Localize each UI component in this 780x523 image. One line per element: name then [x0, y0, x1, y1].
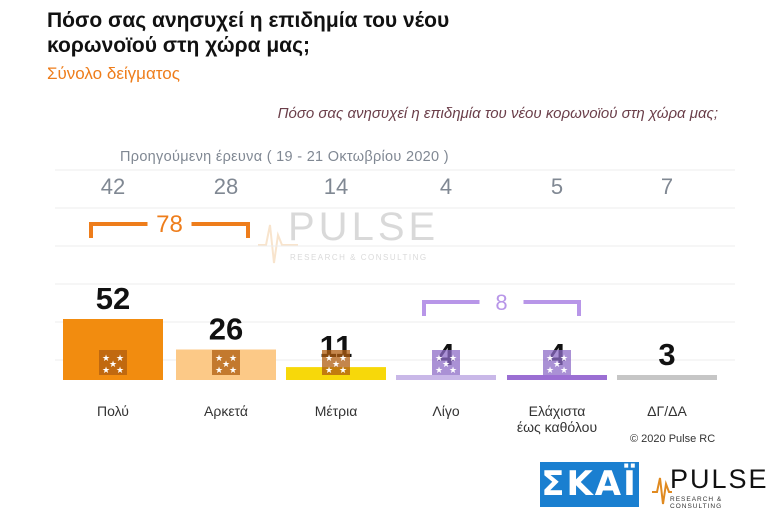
category-label-elaxista: έως καθόλου: [517, 419, 597, 435]
star-icon: ★: [553, 360, 561, 370]
category-label-metria: Μέτρια: [315, 403, 358, 419]
page-title: Πόσο σας ανησυχεί η επιδημία του νέου κο…: [47, 9, 450, 57]
star-icon: ★: [339, 366, 347, 376]
star-icon: ★: [546, 366, 554, 376]
star-badge-icon: [99, 350, 127, 375]
category-label-elaxista: Ελάχιστα: [529, 403, 586, 419]
previous-value-polu: 42: [101, 174, 125, 199]
group-bracket: [422, 300, 581, 316]
star-icon: ★: [222, 360, 230, 370]
previous-value-elaxista: 5: [551, 174, 563, 199]
bar-elaxista: [507, 375, 607, 380]
star-icon: ★: [325, 354, 333, 364]
copyright-text: © 2020 Pulse RC: [630, 433, 716, 445]
group-bracket: [89, 222, 250, 238]
star-icon: ★: [215, 354, 223, 364]
previous-value-arketa: 28: [214, 174, 238, 199]
previous-value-ligo: 4: [440, 174, 452, 199]
chart-question: Πόσο σας ανησυχεί η επιδημία του νέου κο…: [277, 105, 718, 122]
star-icon: ★: [449, 366, 457, 376]
star-icon: ★: [102, 366, 110, 376]
star-icon: ★: [332, 360, 340, 370]
star-icon: ★: [325, 366, 333, 376]
previous-survey-label: Προηγούμενη έρευνα ( 19 - 21 Οκτωβρίου 2…: [120, 149, 449, 165]
star-icon: ★: [546, 354, 554, 364]
star-badge-icon: [543, 350, 571, 375]
previous-value-dg-da: 7: [661, 174, 673, 199]
pulse-logo: PULSE RESEARCH & CONSULTING: [652, 464, 767, 510]
star-icon: ★: [560, 354, 568, 364]
category-label-arketa: Αρκετά: [204, 403, 248, 419]
pulse-watermark: PULSE RESEARCH & CONSULTING: [258, 205, 458, 275]
star-icon: ★: [435, 354, 443, 364]
star-badge-icon: [432, 350, 460, 375]
star-icon: ★: [442, 360, 450, 370]
star-icon: ★: [435, 366, 443, 376]
bar-ligo: [396, 375, 496, 380]
pulse-logo-word: PULSE: [670, 464, 769, 494]
group-total-label: 8: [495, 290, 507, 315]
value-label-arketa: 26: [209, 312, 243, 347]
bar-dg-da: [617, 375, 717, 380]
star-icon: ★: [339, 354, 347, 364]
star-badge-icon: [212, 350, 240, 375]
star-icon: ★: [215, 366, 223, 376]
group-total-label: 78: [156, 211, 183, 238]
star-icon: ★: [229, 354, 237, 364]
star-icon: ★: [102, 354, 110, 364]
star-icon: ★: [560, 366, 568, 376]
watermark-word: PULSE: [288, 205, 440, 249]
star-icon: ★: [449, 354, 457, 364]
star-icon: ★: [116, 366, 124, 376]
previous-value-metria: 14: [324, 174, 348, 199]
star-icon: ★: [109, 360, 117, 370]
category-label-dg-da: ΔΓ/ΔΑ: [647, 403, 687, 419]
skai-logo-text: ΣΚΑΪ: [541, 464, 638, 504]
star-icon: ★: [229, 366, 237, 376]
pulse-logo-wave-icon: [652, 477, 672, 505]
star-icon: ★: [116, 354, 124, 364]
category-label-polu: Πολύ: [97, 403, 129, 419]
pulse-wave-icon: [258, 224, 298, 264]
category-label-ligo: Λίγο: [432, 403, 459, 419]
value-label-dg-da: 3: [658, 337, 675, 372]
pulse-logo-tagline: RESEARCH & CONSULTING: [670, 496, 723, 510]
watermark-tagline: RESEARCH & CONSULTING: [290, 253, 428, 262]
star-badge-icon: [322, 350, 350, 375]
skai-logo: ΣΚΑΪ: [540, 462, 639, 507]
sample-subtitle: Σύνολο δείγματος: [47, 64, 180, 83]
value-label-polu: 52: [96, 281, 130, 316]
